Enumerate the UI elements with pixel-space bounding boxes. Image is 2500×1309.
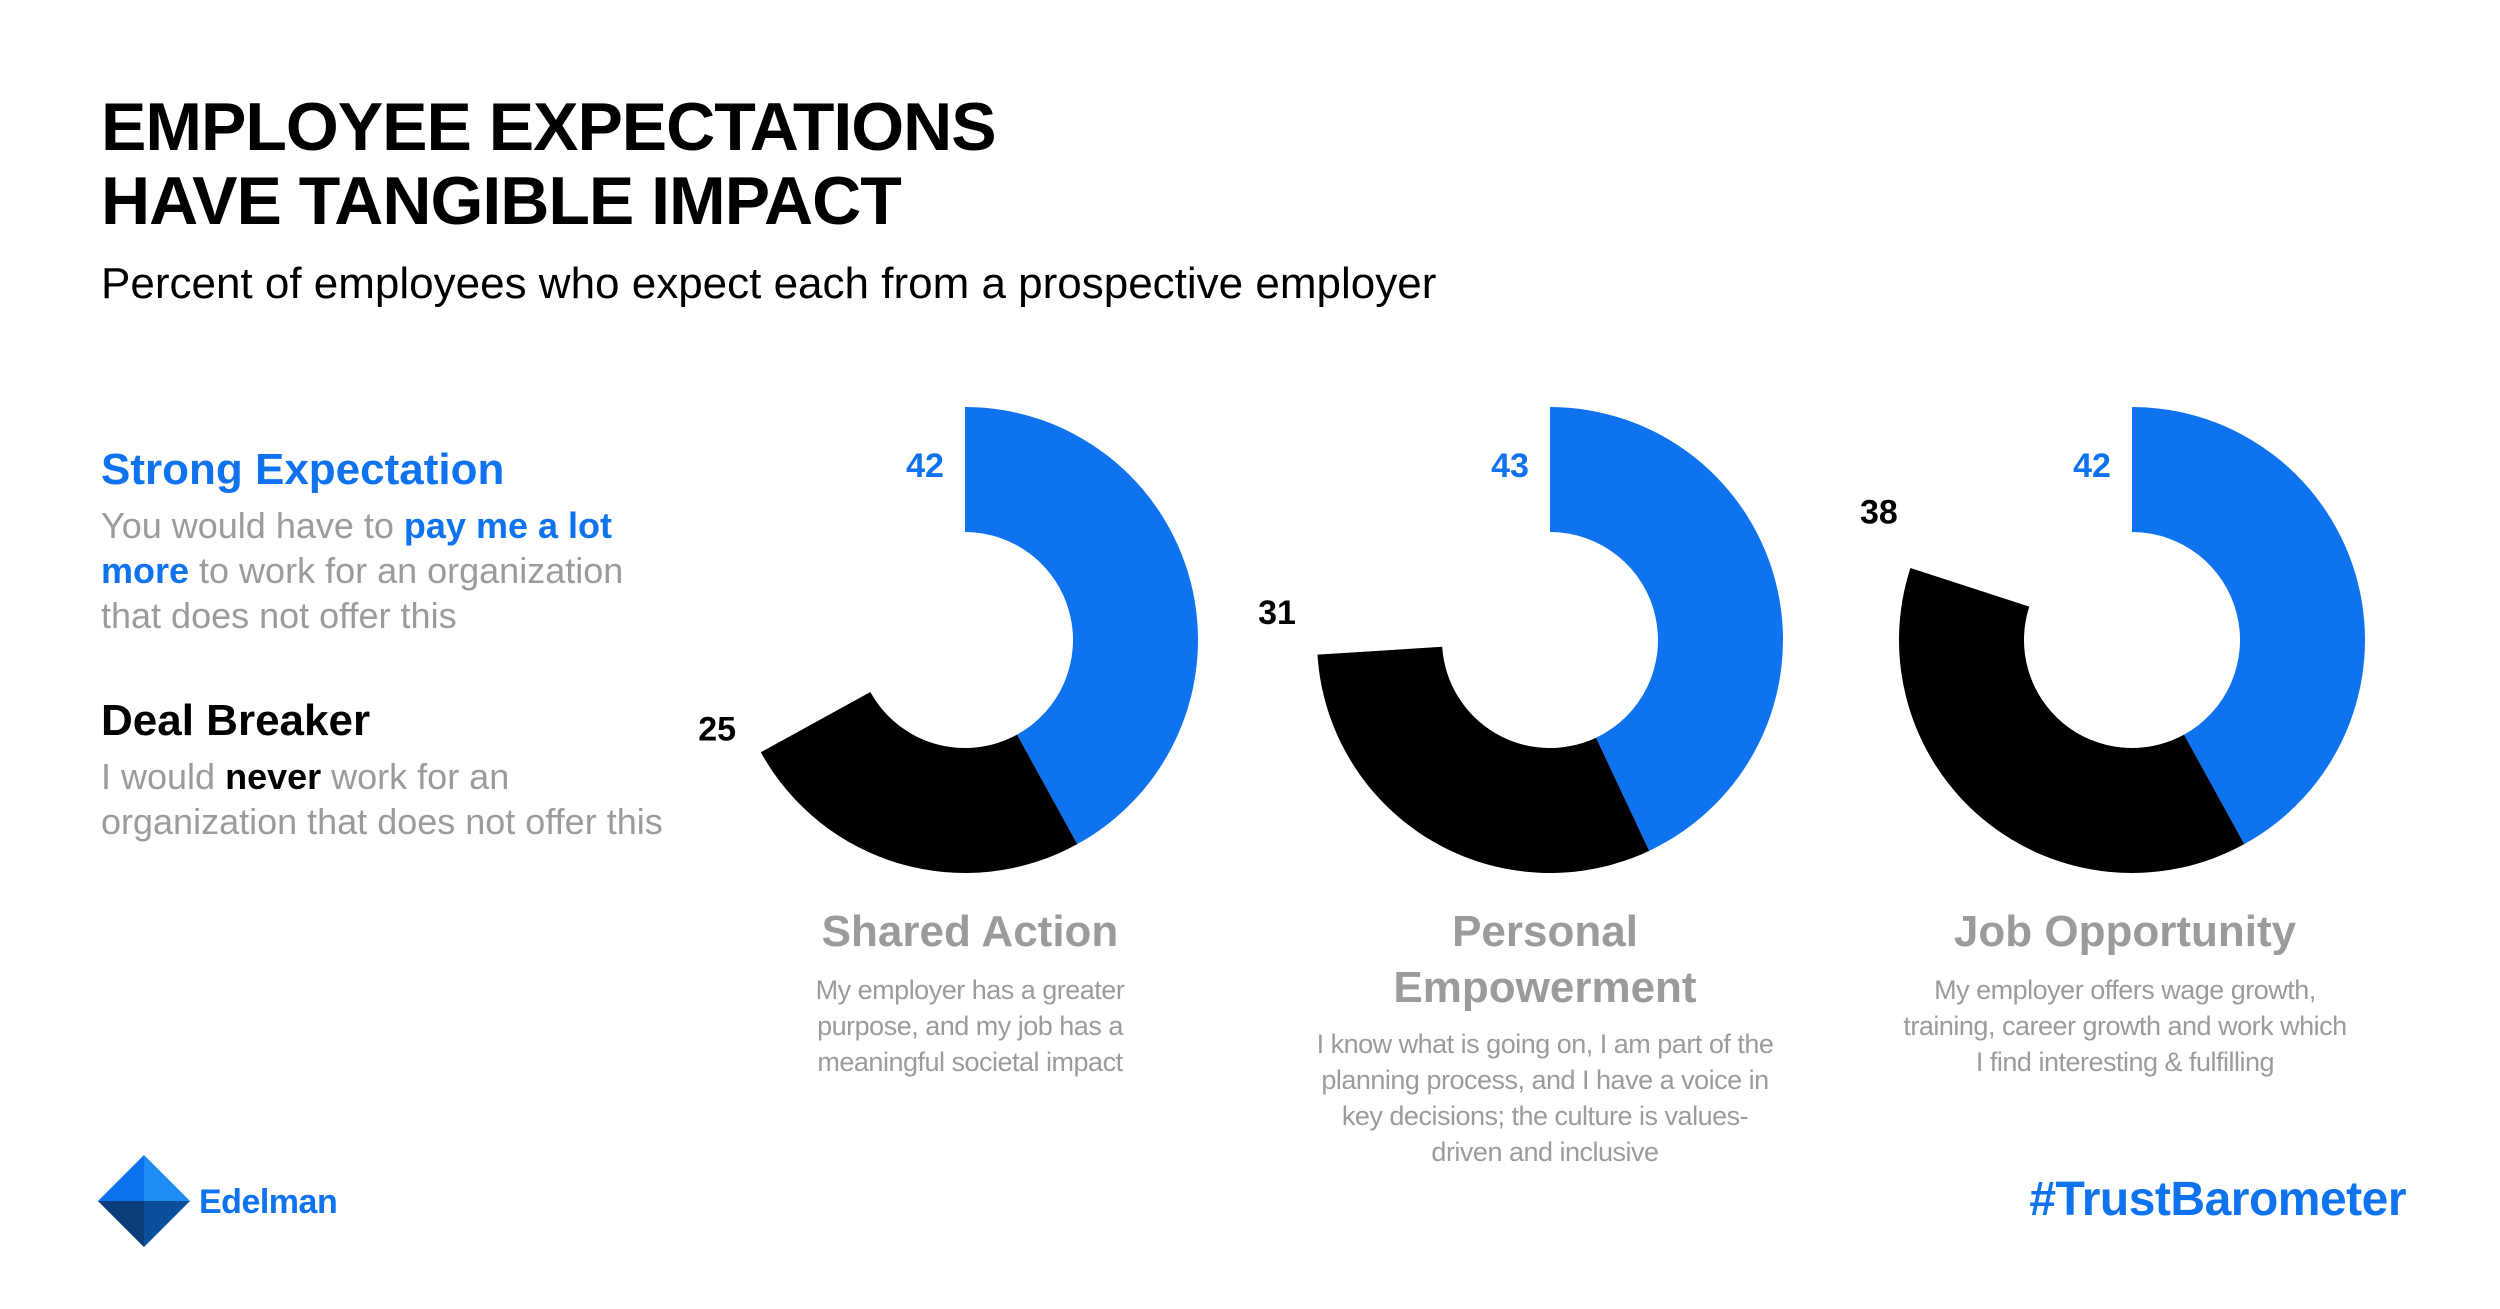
value-label-deal-breaker-personal-empowerment: 31	[1258, 594, 1296, 632]
legend-deal-text-bold: never	[225, 756, 322, 797]
legend-deal-breaker: Deal Breaker I would never work for an o…	[101, 696, 691, 844]
legend-strong-text-before: You would have to	[101, 505, 404, 546]
donut-slice-deal-breaker-personal-empowerment	[1317, 646, 1650, 874]
legend-deal-heading: Deal Breaker	[101, 696, 371, 745]
category-desc-job-opportunity: My employer offers wage growth, training…	[1903, 975, 2347, 1077]
value-label-strong-expectation-shared-action: 42	[906, 447, 944, 485]
title-line-1: EMPLOYEE EXPECTATIONS	[101, 89, 997, 165]
legend-strong-text: You would have to pay me a lot more to w…	[101, 503, 691, 638]
category-title-job-opportunity: Job Opportunity	[1953, 907, 2297, 956]
page-subtitle: Percent of employees who expect each fro…	[101, 259, 1437, 308]
category-title-shared-action: Shared Action	[821, 907, 1119, 956]
trustbarometer-hashtag: #TrustBarometer	[2029, 1173, 2406, 1226]
value-label-deal-breaker-shared-action: 25	[698, 711, 736, 749]
donut-slice-strong-expectation-job-opportunity	[2132, 407, 2365, 845]
donut-slice-strong-expectation-personal-empowerment	[1550, 407, 1783, 851]
legend: Strong Expectation You would have to pay…	[101, 445, 691, 844]
donut-slice-strong-expectation-shared-action	[965, 407, 1199, 845]
legend-strong-text-after: to work for an organization that does no…	[101, 550, 624, 636]
edelman-logo-text: Edelman	[199, 1183, 338, 1221]
category-desc-personal-empowerment: I know what is going on, I am part of th…	[1316, 1029, 1774, 1167]
legend-deal-text: I would never work for an organization t…	[101, 754, 691, 844]
legend-deal-text-before: I would	[101, 756, 226, 797]
edelman-logo-icon	[98, 1155, 190, 1247]
category-desc-shared-action: My employer has a greater purpose, and m…	[815, 975, 1125, 1077]
legend-strong-expectation: Strong Expectation You would have to pay…	[101, 445, 691, 638]
page-title: EMPLOYEE EXPECTATIONS HAVE TANGIBLE IMPA…	[101, 89, 997, 239]
value-label-strong-expectation-job-opportunity: 42	[2073, 447, 2111, 485]
donut-slice-deal-breaker-shared-action	[760, 692, 1078, 874]
value-label-deal-breaker-job-opportunity: 38	[1860, 494, 1898, 532]
title-line-2: HAVE TANGIBLE IMPACT	[101, 163, 902, 239]
legend-deal-text-after: work for an organization that does not o…	[101, 756, 663, 842]
legend-strong-text-bold: pay me a lot more	[101, 505, 612, 591]
legend-strong-heading: Strong Expectation	[101, 445, 505, 494]
donut-slice-deal-breaker-job-opportunity	[1899, 567, 2245, 873]
category-title-personal-empowerment: Personal Empowerment	[1393, 907, 1697, 1012]
value-label-strong-expectation-personal-empowerment: 43	[1491, 447, 1529, 485]
